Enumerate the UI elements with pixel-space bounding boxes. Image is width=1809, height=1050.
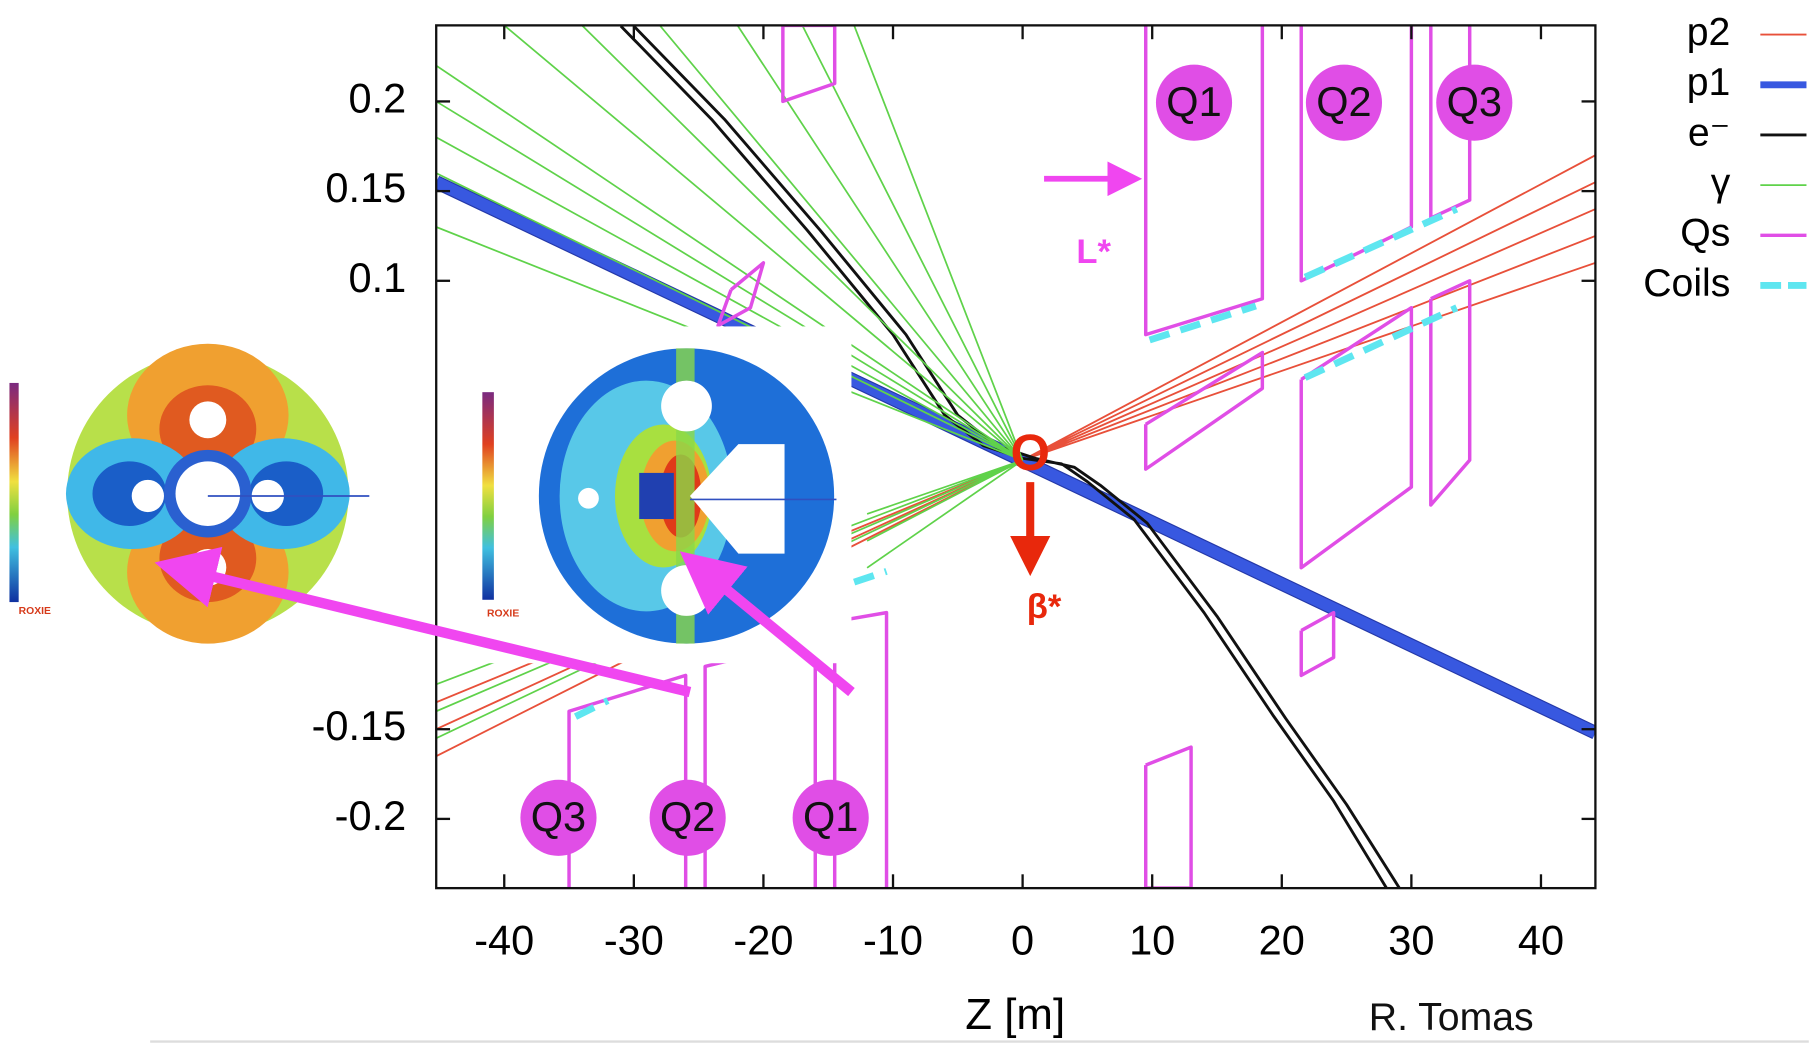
x-tick-label: -20: [733, 916, 793, 963]
chart: -40 -30 -20 -10 0 10 20 30 40 0.2 0.15 0.1 -0.15 -0.2…: [0, 0, 1809, 1045]
x-tick-label: 10: [1129, 916, 1175, 963]
magnet-label: Q2: [1316, 78, 1371, 125]
x-tick-label: 40: [1518, 916, 1564, 963]
y-tick-label: -0.2: [335, 792, 407, 839]
y-tick-label: 0.2: [349, 74, 407, 121]
x-axis-label: Z [m]: [965, 990, 1065, 1039]
x-tick-label: 30: [1388, 916, 1434, 963]
legend-label: p1: [1687, 61, 1731, 104]
annotation: ROXIE: [487, 608, 519, 619]
y-tick-label: 0.1: [349, 254, 407, 301]
legend-label: Coils: [1643, 262, 1730, 305]
annotation: L*: [1076, 233, 1111, 271]
x-tick-label: 20: [1259, 916, 1305, 963]
magnet-label: Q3: [1447, 78, 1502, 125]
annotation: O: [1010, 424, 1049, 481]
legend-label: e⁻: [1688, 111, 1731, 154]
y-tick-label: 0.15: [325, 164, 406, 211]
legend-label: Qs: [1680, 212, 1730, 255]
x-tick-label: -10: [863, 916, 923, 963]
x-tick-label: -30: [604, 916, 664, 963]
legend-label: p2: [1687, 11, 1731, 54]
annotation: R. Tomas: [1369, 996, 1534, 1039]
magnet-label: Q2: [660, 793, 715, 840]
x-tick-label: 0: [1011, 916, 1034, 963]
annotation: β*: [1027, 588, 1062, 626]
magnet-label: Q1: [803, 793, 858, 840]
legend-label: γ: [1711, 161, 1731, 204]
x-tick-label: -40: [474, 916, 534, 963]
y-tick-label: -0.15: [312, 702, 407, 749]
magnet-label: Q1: [1166, 78, 1221, 125]
magnet-label: Q3: [531, 793, 586, 840]
annotation: ROXIE: [19, 606, 51, 617]
